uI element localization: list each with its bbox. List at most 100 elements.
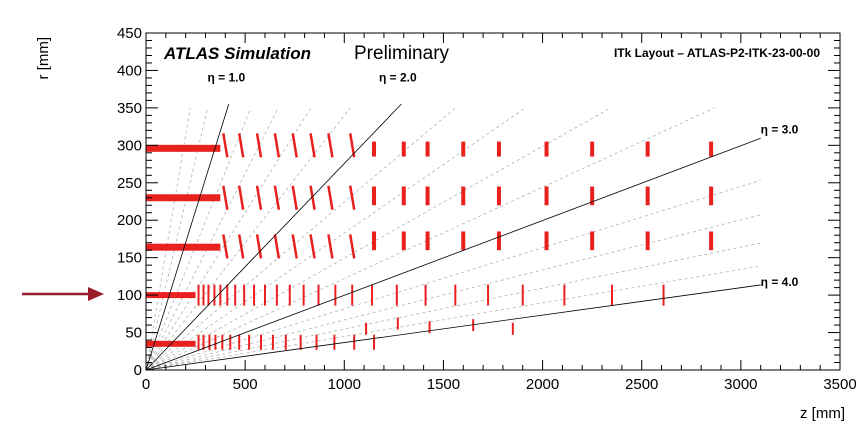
strip-endcap-module <box>496 141 501 157</box>
pixel-inner-ring-module <box>299 334 302 350</box>
pixel-ring-module <box>197 284 200 306</box>
eta-reference-lines: η = 1.0 η = 2.0 η = 3.0 η = 4.0 <box>145 71 799 371</box>
detector-modules <box>146 133 714 350</box>
pixel-ring-module <box>213 284 216 306</box>
strip-barrel-stave <box>146 243 221 251</box>
pixel-inner-ring-module <box>315 334 318 350</box>
strip-endcap-module <box>496 186 501 206</box>
y-tick-label: 50 <box>125 325 142 342</box>
pixel-ring-module <box>351 284 354 306</box>
strip-endcap-module <box>645 141 650 157</box>
pixel-ring-module <box>334 284 337 306</box>
eta-guide-line <box>146 107 252 370</box>
chart-title: ATLAS Simulation <box>163 44 311 63</box>
pixel-barrel-stave <box>146 292 196 299</box>
pixel-inner-ring-module <box>353 334 356 350</box>
x-tick-label: 2500 <box>625 376 658 393</box>
strip-endcap-module <box>496 231 501 251</box>
y-axis-label: r [mm] <box>35 37 52 80</box>
strip-barrel-module <box>237 133 245 158</box>
pixel-inner-disk-module <box>365 322 368 335</box>
strip-barrel-module <box>237 185 245 210</box>
pixel-inner-ring-module <box>214 334 217 350</box>
pixel-ring-module <box>275 284 278 306</box>
eta-guide-lines <box>146 107 761 370</box>
strip-endcap-module <box>401 186 406 206</box>
pixel-inner-ring-module <box>373 334 376 350</box>
x-tick-label: 0 <box>142 376 150 393</box>
strip-endcap-module <box>645 186 650 206</box>
strip-barrel-module <box>348 234 356 259</box>
pixel-inner-ring-module <box>271 334 274 350</box>
eta-guide-line <box>146 265 761 370</box>
strip-endcap-module <box>645 231 650 251</box>
pixel-inner-ring-module <box>197 334 200 350</box>
pixel-ring-module <box>317 284 320 306</box>
strip-barrel-module <box>327 185 334 210</box>
strip-endcap-module <box>709 186 714 206</box>
strip-endcap-module <box>590 186 595 206</box>
strip-barrel-module <box>237 234 245 259</box>
x-tick-label: 3000 <box>724 376 757 393</box>
strip-barrel-module <box>291 234 298 259</box>
strip-endcap-module <box>590 231 595 251</box>
y-tick-label: 350 <box>117 100 142 117</box>
pixel-ring-module <box>521 284 524 306</box>
strip-endcap-module <box>544 141 549 157</box>
strip-barrel-module <box>222 185 229 210</box>
eta-line-label: η = 4.0 <box>761 275 799 289</box>
strip-barrel-module <box>273 234 281 259</box>
pixel-inner-ring-module <box>208 334 211 350</box>
eta-line <box>145 137 761 371</box>
eta-guide-line <box>146 180 761 370</box>
pixel-ring-module <box>219 284 222 306</box>
pixel-inner-ring-module <box>260 334 263 350</box>
strip-endcap-module <box>709 141 714 157</box>
eta-guide-line <box>146 107 279 370</box>
y-tick-label: 250 <box>117 175 142 192</box>
eta-guide-line <box>146 107 351 370</box>
pixel-ring-module <box>454 284 457 306</box>
pixel-inner-ring-module <box>333 334 336 350</box>
strip-endcap-module <box>401 141 406 157</box>
y-tick-label: 200 <box>117 212 142 229</box>
strip-barrel-module <box>348 185 356 210</box>
pixel-ring-module <box>610 284 613 306</box>
eta-guide-line <box>146 107 191 370</box>
pixel-inner-disk-module <box>396 317 399 330</box>
strip-endcap-module <box>372 186 377 206</box>
pixel-ring-module <box>243 284 246 306</box>
pixel-inner-ring-module <box>229 334 232 350</box>
pixel-ring-module <box>563 284 566 306</box>
pixel-ring-module <box>207 284 210 306</box>
x-tick-label: 1000 <box>328 376 361 393</box>
pixel-inner-ring-module <box>238 334 241 350</box>
pixel-ring-module <box>234 284 237 306</box>
eta-guide-line <box>146 107 715 370</box>
pixel-ring-module <box>662 284 665 306</box>
strip-endcap-module <box>401 231 406 251</box>
pixel-inner-ring-module <box>284 334 287 350</box>
eta-line <box>145 104 230 371</box>
eta-guide-line <box>146 107 312 370</box>
pixel-inner-disk-module <box>511 322 514 335</box>
pixel-ring-module <box>253 284 256 306</box>
pixel-inner-ring-module <box>248 334 251 350</box>
y-tick-label: 150 <box>117 250 142 267</box>
strip-endcap-module <box>544 231 549 251</box>
eta-guide-line <box>146 107 611 370</box>
strip-barrel-stave <box>146 144 221 152</box>
strip-barrel-module <box>255 185 263 210</box>
pixel-ring-module <box>226 284 229 306</box>
pixel-ring-module <box>263 284 266 306</box>
x-axis-label: z [mm] <box>800 405 845 422</box>
eta-line <box>145 103 402 371</box>
y-tick-label: 400 <box>117 62 142 79</box>
strip-endcap-module <box>425 231 430 251</box>
pixel-ring-module <box>395 284 398 306</box>
strip-barrel-module <box>309 185 316 210</box>
y-tick-label: 0 <box>134 362 142 379</box>
layout-label: ITk Layout – ATLAS-P2-ITK-23-00-00 <box>614 46 820 60</box>
pixel-ring-module <box>487 284 490 306</box>
